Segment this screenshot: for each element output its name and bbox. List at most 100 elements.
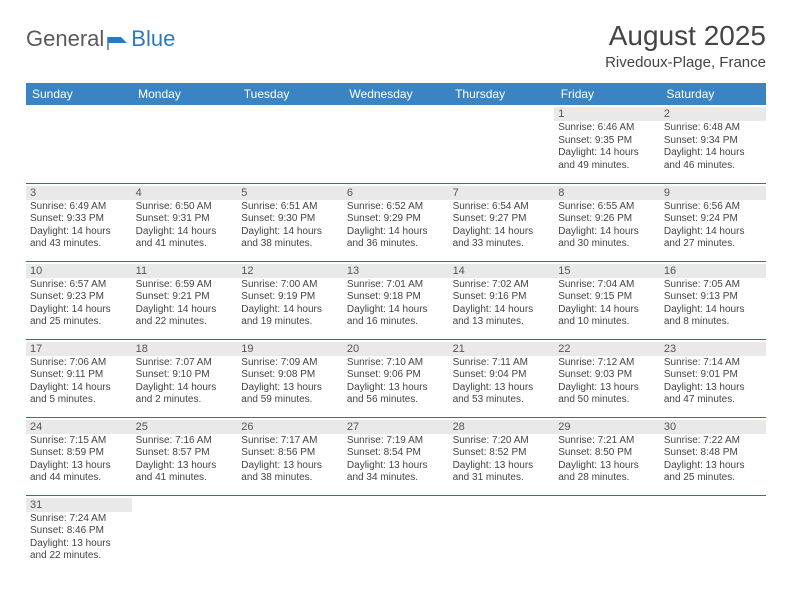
day-number: 7 [449, 186, 555, 200]
day-number: 24 [26, 420, 132, 434]
sunrise-text: Sunrise: 6:50 AM [136, 201, 234, 214]
sunset-text: Sunset: 9:18 PM [347, 291, 445, 304]
sunrise-text: Sunrise: 7:15 AM [30, 435, 128, 448]
day-cell [343, 495, 449, 573]
sunrise-text: Sunrise: 6:51 AM [241, 201, 339, 214]
sunset-text: Sunset: 9:27 PM [453, 213, 551, 226]
daylight-text: and 13 minutes. [453, 316, 551, 329]
day-header: Sunday [26, 83, 132, 105]
sunset-text: Sunset: 9:15 PM [558, 291, 656, 304]
sunrise-text: Sunrise: 7:09 AM [241, 357, 339, 370]
daylight-text: and 50 minutes. [558, 394, 656, 407]
sunrise-text: Sunrise: 7:16 AM [136, 435, 234, 448]
day-cell: 20Sunrise: 7:10 AMSunset: 9:06 PMDayligh… [343, 339, 449, 417]
daylight-text: Daylight: 14 hours [30, 304, 128, 317]
day-cell: 10Sunrise: 6:57 AMSunset: 9:23 PMDayligh… [26, 261, 132, 339]
daylight-text: and 47 minutes. [664, 394, 762, 407]
daylight-text: and 33 minutes. [453, 238, 551, 251]
day-number: 12 [237, 264, 343, 278]
sunrise-text: Sunrise: 7:24 AM [30, 513, 128, 526]
day-cell [132, 105, 238, 183]
title-block: August 2025 Rivedoux-Plage, France [605, 20, 766, 71]
day-number: 20 [343, 342, 449, 356]
daylight-text: Daylight: 14 hours [664, 304, 762, 317]
day-number: 8 [554, 186, 660, 200]
sunset-text: Sunset: 8:48 PM [664, 447, 762, 460]
logo: General Blue [26, 26, 175, 52]
week-row: 3Sunrise: 6:49 AMSunset: 9:33 PMDaylight… [26, 183, 766, 261]
day-number: 30 [660, 420, 766, 434]
daylight-text: and 31 minutes. [453, 472, 551, 485]
sunset-text: Sunset: 8:56 PM [241, 447, 339, 460]
sunset-text: Sunset: 9:34 PM [664, 135, 762, 148]
week-row: 24Sunrise: 7:15 AMSunset: 8:59 PMDayligh… [26, 417, 766, 495]
day-number: 17 [26, 342, 132, 356]
sunset-text: Sunset: 9:30 PM [241, 213, 339, 226]
day-number: 19 [237, 342, 343, 356]
sunset-text: Sunset: 9:26 PM [558, 213, 656, 226]
daylight-text: Daylight: 14 hours [558, 147, 656, 160]
daylight-text: Daylight: 13 hours [136, 460, 234, 473]
daylight-text: and 5 minutes. [30, 394, 128, 407]
daylight-text: and 44 minutes. [30, 472, 128, 485]
day-number: 4 [132, 186, 238, 200]
location-label: Rivedoux-Plage, France [605, 54, 766, 71]
day-header: Wednesday [343, 83, 449, 105]
day-cell: 7Sunrise: 6:54 AMSunset: 9:27 PMDaylight… [449, 183, 555, 261]
daylight-text: and 41 minutes. [136, 472, 234, 485]
daylight-text: Daylight: 14 hours [453, 226, 551, 239]
day-number: 15 [554, 264, 660, 278]
daylight-text: and 38 minutes. [241, 472, 339, 485]
sunrise-text: Sunrise: 7:10 AM [347, 357, 445, 370]
day-cell: 2Sunrise: 6:48 AMSunset: 9:34 PMDaylight… [660, 105, 766, 183]
daylight-text: Daylight: 13 hours [664, 460, 762, 473]
daylight-text: Daylight: 14 hours [241, 304, 339, 317]
sunrise-text: Sunrise: 7:01 AM [347, 279, 445, 292]
day-number: 21 [449, 342, 555, 356]
daylight-text: Daylight: 14 hours [136, 304, 234, 317]
day-cell: 28Sunrise: 7:20 AMSunset: 8:52 PMDayligh… [449, 417, 555, 495]
day-number: 18 [132, 342, 238, 356]
day-cell: 22Sunrise: 7:12 AMSunset: 9:03 PMDayligh… [554, 339, 660, 417]
daylight-text: and 2 minutes. [136, 394, 234, 407]
sunrise-text: Sunrise: 7:21 AM [558, 435, 656, 448]
sunset-text: Sunset: 8:57 PM [136, 447, 234, 460]
day-number: 28 [449, 420, 555, 434]
sunrise-text: Sunrise: 7:17 AM [241, 435, 339, 448]
week-row: 10Sunrise: 6:57 AMSunset: 9:23 PMDayligh… [26, 261, 766, 339]
week-row: 1Sunrise: 6:46 AMSunset: 9:35 PMDaylight… [26, 105, 766, 183]
sunset-text: Sunset: 9:33 PM [30, 213, 128, 226]
sunrise-text: Sunrise: 7:02 AM [453, 279, 551, 292]
calendar-page: General Blue August 2025 Rivedoux-Plage,… [0, 0, 792, 593]
sunset-text: Sunset: 9:13 PM [664, 291, 762, 304]
daylight-text: and 49 minutes. [558, 160, 656, 173]
day-number: 27 [343, 420, 449, 434]
day-cell: 21Sunrise: 7:11 AMSunset: 9:04 PMDayligh… [449, 339, 555, 417]
sunset-text: Sunset: 8:50 PM [558, 447, 656, 460]
daylight-text: Daylight: 13 hours [558, 460, 656, 473]
daylight-text: and 46 minutes. [664, 160, 762, 173]
day-number: 29 [554, 420, 660, 434]
sunrise-text: Sunrise: 6:56 AM [664, 201, 762, 214]
day-header: Saturday [660, 83, 766, 105]
day-number: 16 [660, 264, 766, 278]
daylight-text: Daylight: 13 hours [453, 382, 551, 395]
daylight-text: Daylight: 13 hours [453, 460, 551, 473]
day-cell: 17Sunrise: 7:06 AMSunset: 9:11 PMDayligh… [26, 339, 132, 417]
sunset-text: Sunset: 9:35 PM [558, 135, 656, 148]
daylight-text: and 41 minutes. [136, 238, 234, 251]
day-cell: 4Sunrise: 6:50 AMSunset: 9:31 PMDaylight… [132, 183, 238, 261]
day-cell [26, 105, 132, 183]
flag-icon [107, 31, 129, 47]
daylight-text: Daylight: 14 hours [347, 226, 445, 239]
week-row: 17Sunrise: 7:06 AMSunset: 9:11 PMDayligh… [26, 339, 766, 417]
day-number: 1 [554, 107, 660, 121]
daylight-text: and 22 minutes. [136, 316, 234, 329]
day-cell: 27Sunrise: 7:19 AMSunset: 8:54 PMDayligh… [343, 417, 449, 495]
sunrise-text: Sunrise: 7:04 AM [558, 279, 656, 292]
day-cell: 15Sunrise: 7:04 AMSunset: 9:15 PMDayligh… [554, 261, 660, 339]
day-cell: 30Sunrise: 7:22 AMSunset: 8:48 PMDayligh… [660, 417, 766, 495]
daylight-text: and 28 minutes. [558, 472, 656, 485]
sunrise-text: Sunrise: 6:59 AM [136, 279, 234, 292]
sunset-text: Sunset: 8:54 PM [347, 447, 445, 460]
